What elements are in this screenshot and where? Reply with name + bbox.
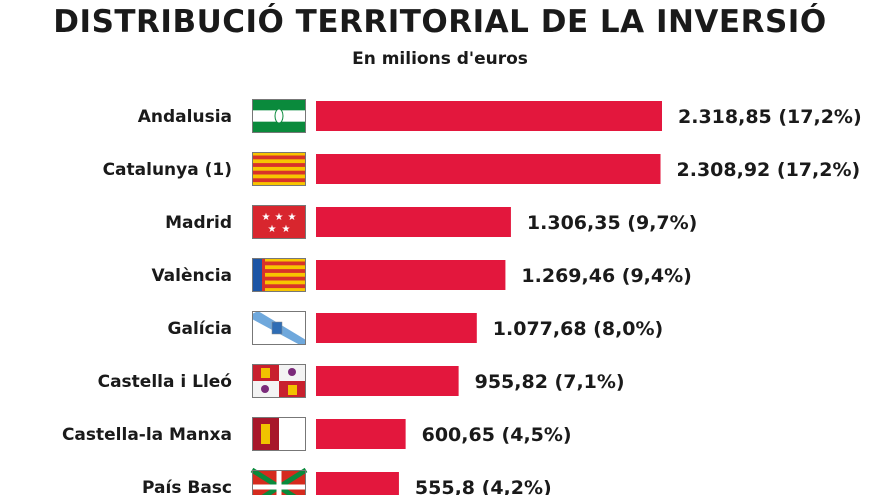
castella-lleo-flag-icon: [252, 364, 306, 398]
bar-row: Castella-la Manxa 600,65 (4,5%): [62, 417, 572, 451]
category-label: Catalunya (1): [103, 160, 232, 180]
category-label: Galícia: [168, 319, 232, 339]
svg-text:★: ★: [268, 224, 277, 235]
value-label: 600,65 (4,5%): [422, 424, 572, 446]
bar: [316, 366, 459, 396]
svg-text:★: ★: [282, 224, 291, 235]
value-label: 1.269,46 (9,4%): [521, 265, 691, 287]
value-label: 955,82 (7,1%): [475, 371, 625, 393]
category-label: Madrid: [165, 213, 232, 233]
value-label: 555,8 (4,2%): [415, 477, 552, 495]
value-label: 2.308,92 (17,2%): [677, 159, 861, 181]
bar-row: Castella i Lleó 955,82 (7,1%): [98, 364, 625, 398]
bar: [316, 419, 406, 449]
chart-subtitle: En milions d'euros: [352, 49, 528, 69]
category-label: País Basc: [142, 478, 232, 495]
bar: [316, 207, 511, 237]
valencia-flag-icon: [252, 258, 306, 292]
bar: [316, 472, 399, 495]
category-label: Castella i Lleó: [98, 372, 232, 392]
value-label: 1.077,68 (8,0%): [493, 318, 663, 340]
bar-row: Madrid ★ ★ ★★ ★ 1.306,35 (9,7%): [165, 205, 697, 239]
chart-title: DISTRIBUCIÓ TERRITORIAL DE LA INVERSIÓ: [53, 4, 827, 40]
bar: [316, 313, 477, 343]
bar-row: València 1.269,46 (9,4%): [151, 258, 692, 292]
value-label: 2.318,85 (17,2%): [678, 106, 862, 128]
category-label: Andalusia: [138, 107, 232, 127]
galicia-flag-icon: [252, 311, 306, 345]
bar: [316, 101, 662, 131]
svg-text:★: ★: [262, 212, 271, 223]
catalunya-flag-icon: [252, 152, 306, 186]
bar: [316, 154, 661, 184]
bar-row: Galícia 1.077,68 (8,0%): [168, 311, 663, 345]
bar: [316, 260, 506, 290]
bar-row: Catalunya (1) 2.308,92 (17,2%): [103, 152, 861, 186]
castella-la-manxa-flag-icon: [252, 417, 306, 451]
value-label: 1.306,35 (9,7%): [527, 212, 697, 234]
pais-basc-flag-icon: [250, 467, 308, 495]
svg-text:★: ★: [288, 212, 297, 223]
category-label: Castella-la Manxa: [62, 425, 232, 445]
category-label: València: [151, 266, 232, 286]
svg-text:★: ★: [275, 212, 284, 223]
bar-row: Andalusia 2.318,85 (17,2%): [138, 99, 862, 133]
bar-row: País Basc 555,8 (4,2%): [142, 467, 552, 495]
andalusia-flag-icon: [252, 99, 306, 133]
madrid-flag-icon: ★ ★ ★★ ★: [252, 205, 306, 239]
